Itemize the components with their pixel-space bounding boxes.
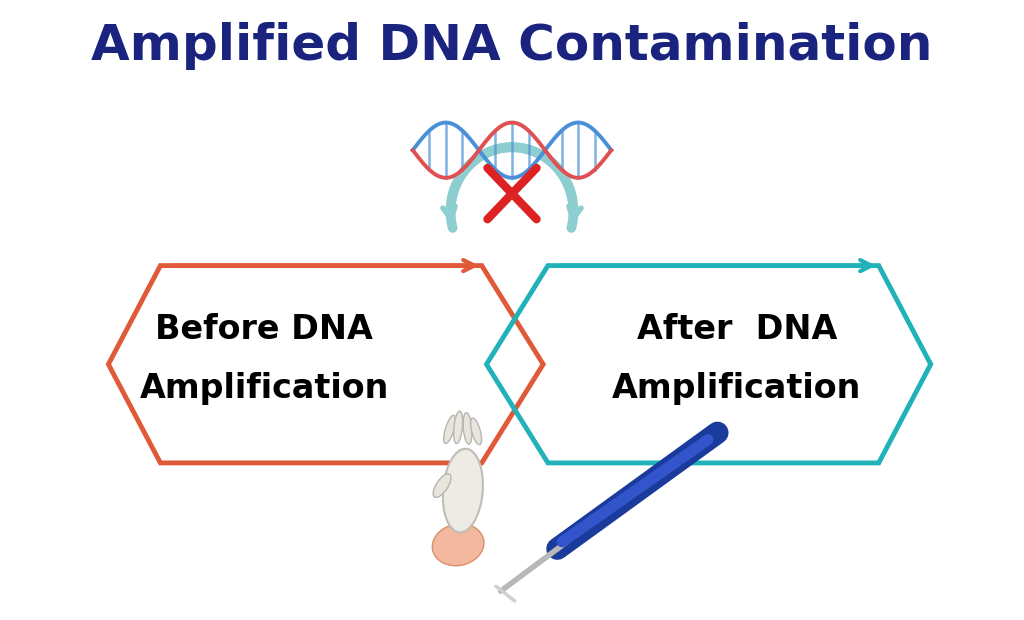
Ellipse shape (454, 411, 463, 443)
Ellipse shape (463, 413, 472, 444)
Ellipse shape (471, 418, 481, 445)
Text: After  DNA: After DNA (637, 313, 838, 346)
Text: Amplified DNA Contamination: Amplified DNA Contamination (91, 22, 933, 69)
Text: Amplification: Amplification (612, 373, 861, 405)
Ellipse shape (433, 474, 451, 497)
Text: Before DNA: Before DNA (156, 313, 374, 346)
Ellipse shape (443, 415, 456, 443)
Ellipse shape (432, 524, 484, 565)
Text: Amplification: Amplification (139, 373, 389, 405)
Ellipse shape (442, 449, 483, 533)
